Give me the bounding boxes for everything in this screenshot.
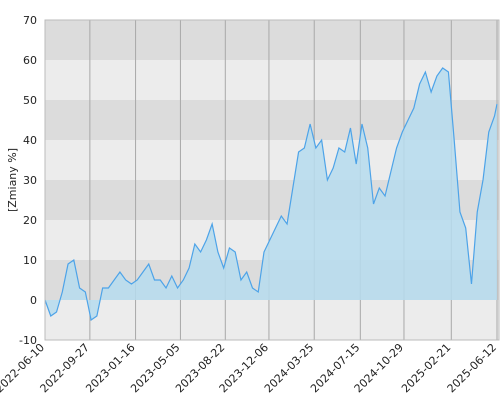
y-tick-label: 30 <box>23 174 37 187</box>
y-tick-label: 60 <box>23 54 37 67</box>
y-tick-label: 10 <box>23 254 37 267</box>
plot-frame <box>44 19 500 341</box>
grid-band <box>45 300 499 340</box>
y-tick-label: 70 <box>23 14 37 27</box>
y-tick-label: 40 <box>23 134 37 147</box>
y-axis-label: [Zmiany %] <box>6 148 19 212</box>
y-tick-label: 50 <box>23 94 37 107</box>
area-fill <box>45 68 497 320</box>
y-tick-label: 20 <box>23 214 37 227</box>
y-tick-label: -10 <box>19 334 37 347</box>
line <box>44 67 498 322</box>
y-tick-label: 0 <box>30 294 37 307</box>
grid-band <box>45 20 499 60</box>
x-tick-label: 2025-06-12 <box>445 341 499 395</box>
